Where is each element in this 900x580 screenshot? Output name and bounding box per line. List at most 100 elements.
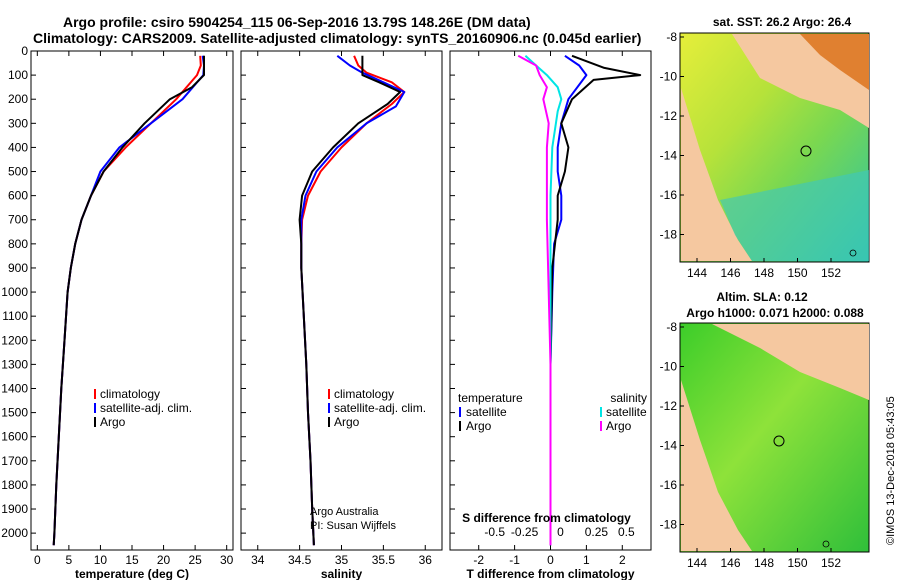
y-tick-label: 1900 [1,502,28,516]
x-axis-label: temperature (deg C) [75,567,189,580]
map-lon-label: 150 [787,556,807,570]
legend-entry: satellite-adj. clim. [100,401,192,415]
legend-entry: Argo [466,419,492,433]
legend-entry: climatology [334,387,394,401]
x-tick-label: 34 [251,553,265,567]
map-lat-label: -8 [666,30,677,44]
sst-float-marker [800,145,812,157]
sla-map-title-1: Altim. SLA: 0.12 [716,290,808,304]
map-lon-label: 150 [787,266,807,280]
sla-land-north [712,324,869,400]
plot-frame [240,50,443,551]
map-lat-label: -16 [660,478,678,492]
y-tick-label: 500 [8,165,28,179]
x-tick-label: 36 [419,553,433,567]
legend-title-temperature: temperature [458,391,523,405]
top-tick-label: 0.5 [618,525,635,539]
y-tick-label: 1600 [1,430,28,444]
series-line-satellite-adj-clim- [52,55,205,546]
legend-entry: satellite [466,405,507,419]
sla-map: Altim. SLA: 0.12 Argo h1000: 0.071 h2000… [679,290,870,553]
credit-line-2: PI: Susan Wijffels [310,520,396,532]
map-lat-label: -18 [660,518,678,532]
x-tick-label: 15 [125,553,139,567]
legend-title-salinity: salinity [610,391,647,405]
map-lon-label: 146 [720,266,740,280]
series-line-s-satellite [524,55,563,546]
map-lat-label: -14 [660,149,678,163]
header-line-1: Argo profile: csiro 5904254_115 06-Sep-2… [63,14,531,30]
y-tick-label: 0 [21,44,28,58]
y-tick-label: 300 [8,116,28,130]
map-lon-label: 152 [821,266,841,280]
y-tick-label: 2000 [1,526,28,540]
map-axes: 144 146 148 150 152 -8 -10 -12 -14 -16 -18 144 146 14… [660,30,842,570]
sla-map-title-2: Argo h1000: 0.071 h2000: 0.088 [686,306,864,320]
x-tick-label: 2 [619,553,626,567]
map-lon-label: 148 [754,556,774,570]
top-tick-label: -0.25 [511,525,539,539]
y-tick-label: 1000 [1,285,28,299]
y-tick-label: 900 [8,261,28,275]
map-lat-label: -8 [666,320,677,334]
sst-land-australia [681,88,752,261]
series-line-t-argo [549,54,642,546]
legend-entry: Argo [100,415,126,429]
y-tick-label: 1700 [1,454,28,468]
sla-float-marker [773,435,785,447]
salinity-panel: 34 34.5 35 35.5 36 salinity climatologysatelli… [240,50,443,580]
sst-cool-water [720,170,869,261]
x-tick-label: -1 [509,553,520,567]
sla-land-australia [681,380,752,551]
difference-panel: -2 -1 0 1 2T difference from climatology -0.5… [449,50,652,580]
y-tick-label: 800 [8,237,28,251]
map-lat-label: -12 [660,399,678,413]
sst-map-title: sat. SST: 26.2 Argo: 26.4 [713,15,852,29]
map-lon-label: 144 [687,266,707,280]
series-line-climatology [52,55,202,546]
top-axis-label: S difference from climatology [462,511,631,525]
x-tick-label: 0 [547,553,554,567]
x-tick-label: 34.5 [288,553,312,567]
sst-map: sat. SST: 26.2 Argo: 26.4 [679,15,870,263]
y-tick-label: 1500 [1,406,28,420]
x-tick-label: 35 [335,553,349,567]
y-tick-label: 700 [8,213,28,227]
legend-entry: Argo [606,419,632,433]
map-lat-label: -10 [660,360,678,374]
y-tick-label: 400 [8,140,28,154]
x-axis-label: T difference from climatology [466,567,634,580]
map-lat-label: -16 [660,188,678,202]
x-tick-label: 1 [583,553,590,567]
top-tick-label: 0.25 [585,525,609,539]
map-lat-label: -14 [660,439,678,453]
map-lon-label: 152 [821,556,841,570]
temperature-panel: 0 5 10 15 20 25 300100200300400500600700800900… [1,44,233,580]
credit-line-1: Argo Australia [310,506,379,518]
x-tick-label: 25 [188,553,202,567]
top-tick-label: -0.5 [484,525,505,539]
y-tick-label: 200 [8,92,28,106]
x-tick-label: 20 [157,553,171,567]
map-lon-label: 148 [754,266,774,280]
legend-entry: climatology [100,387,160,401]
header-line-2: Climatology: CARS2009. Satellite-adjuste… [33,30,641,46]
y-tick-label: 100 [8,68,28,82]
y-tick-label: 600 [8,189,28,203]
x-tick-label: 0 [34,553,41,567]
x-tick-label: -2 [473,553,484,567]
timestamp: ©IMOS 13-Dec-2018 05:43:05 [885,396,897,545]
y-tick-label: 1200 [1,333,28,347]
series-line-argo [52,55,205,546]
legend-entry: Argo [334,415,360,429]
map-lon-label: 146 [720,556,740,570]
map-lat-label: -10 [660,70,678,84]
x-tick-label: 10 [94,553,108,567]
y-tick-label: 1100 [2,309,28,323]
y-tick-label: 1800 [1,478,28,492]
top-tick-label: 0 [557,525,564,539]
series-line-s-argo [517,54,552,546]
plot-frame [30,50,234,551]
legend-entry: satellite [606,405,647,419]
series-line-argo [298,55,402,546]
